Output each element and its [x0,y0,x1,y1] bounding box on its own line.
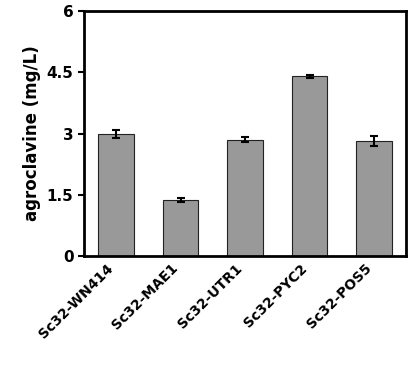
Y-axis label: agroclavine (mg/L): agroclavine (mg/L) [23,46,41,221]
Bar [292,76,327,256]
Bar [163,200,198,256]
Bar [356,141,392,256]
Bar [98,134,134,256]
Bar [228,140,263,256]
